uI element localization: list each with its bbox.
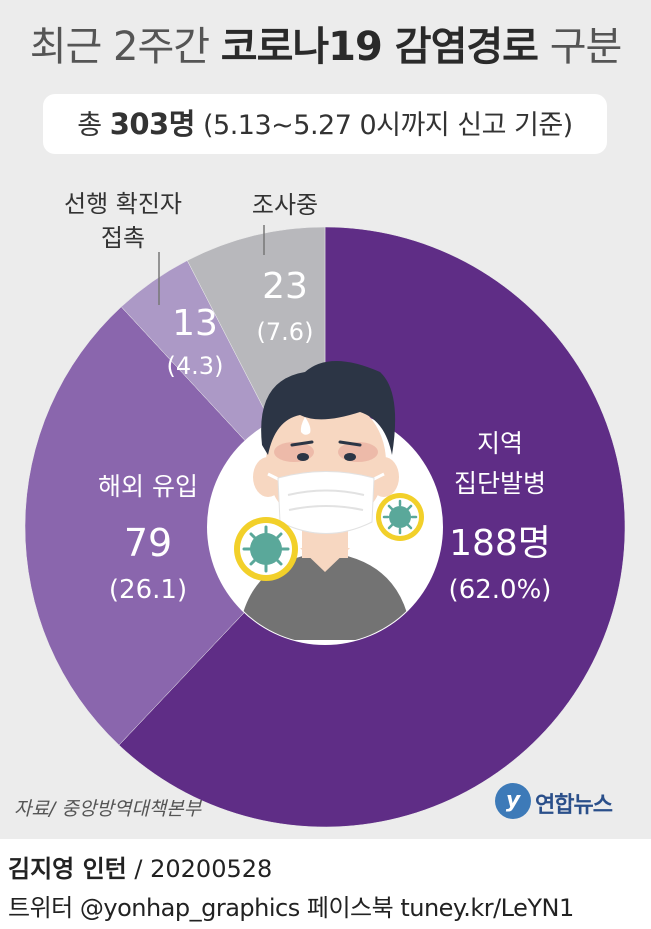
subtitle-box: 총 303명 (5.13~5.27 0시까지 신고 기준) (43, 94, 607, 154)
slice-label-해외-유입: 해외 유입 (98, 472, 198, 501)
virus-icon (234, 517, 298, 581)
total-count: 303명 (109, 107, 196, 141)
social-credit: 트위터 @yonhap_graphics 페이스북 tuney.kr/LeYN1 (8, 894, 574, 922)
slice-label-지역-집단발병: 집단발병 (454, 469, 546, 498)
slice-percent-조사중: (7.6) (257, 318, 314, 346)
slice-label-선행-확진자-접촉: 접촉 (101, 224, 145, 252)
slice-label-지역-집단발병: 지역 (477, 429, 523, 458)
slice-해외-유입 (24, 306, 326, 746)
chart-title: 최근 2주간 코로나19 감염경로 구분 (29, 24, 623, 70)
slice-label-선행-확진자-접촉: 선행 확진자 (64, 190, 182, 218)
author-credit: 김지영 인턴 / 20200528 (8, 855, 273, 883)
slice-label-조사중: 조사중 (252, 191, 318, 219)
slice-percent-선행-확진자-접촉: (4.3) (167, 352, 224, 380)
yonhap-logo-icon: y (495, 783, 531, 819)
slice-percent-지역-집단발병: (62.0%) (449, 575, 552, 605)
yonhap-logo: y 연합뉴스 (495, 781, 640, 821)
virus-icon (376, 493, 424, 541)
yonhap-logo-text: 연합뉴스 (535, 793, 613, 818)
slice-value-지역-집단발병: 188명 (449, 523, 551, 564)
slice-percent-해외-유입: (26.1) (109, 575, 187, 605)
slice-value-조사중: 23 (262, 266, 308, 307)
period-note: (5.13~5.27 0시까지 신고 기준) (194, 110, 573, 141)
slice-value-해외-유입: 79 (124, 521, 172, 565)
masked-person-with-virus-icon (234, 361, 424, 640)
slice-value-선행-확진자-접촉: 13 (172, 303, 218, 344)
source-note: 자료/ 중앙방역대책본부 (14, 798, 202, 820)
